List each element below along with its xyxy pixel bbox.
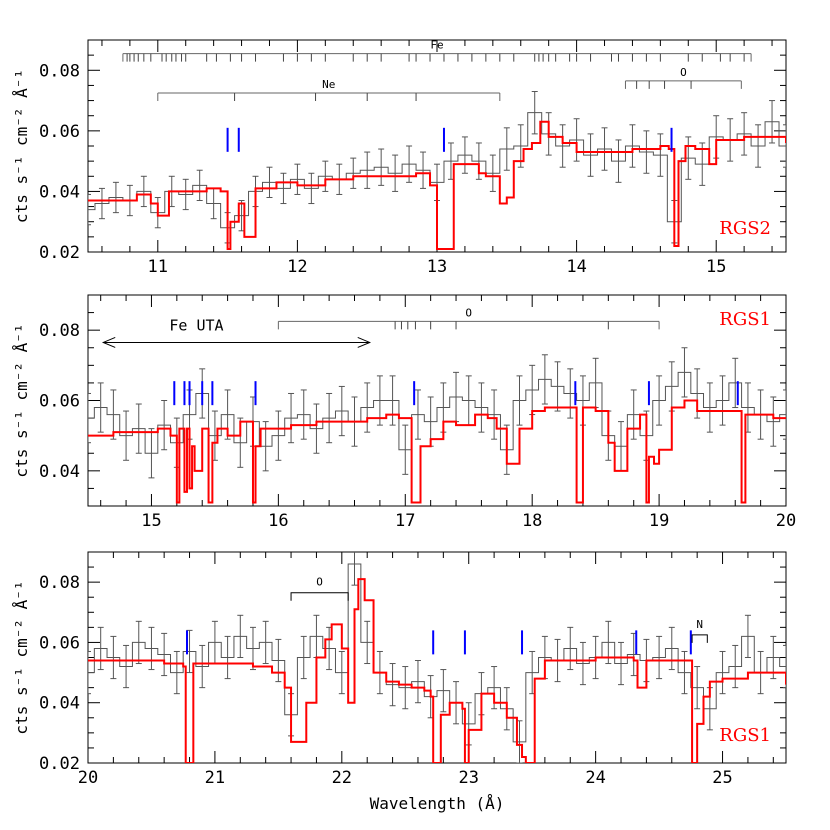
range-label: Ne bbox=[322, 78, 335, 91]
x-tick-label: 21 bbox=[205, 768, 225, 788]
x-tick-label: 17 bbox=[395, 511, 415, 531]
plot-area: ON bbox=[88, 552, 786, 763]
plot-area: Fe Ne O bbox=[88, 39, 786, 250]
model-curve bbox=[88, 578, 786, 763]
y-tick-label: 0.08 bbox=[39, 61, 80, 81]
detector-label: RGS2 bbox=[719, 218, 771, 239]
x-tick-label: 23 bbox=[458, 768, 478, 788]
y-axis-label: cts s⁻¹ cm⁻² Å⁻¹ bbox=[12, 580, 31, 734]
y-tick-label: 0.04 bbox=[39, 694, 80, 714]
y-tick-label: 0.06 bbox=[39, 392, 80, 412]
arrow-label: Fe UTA bbox=[169, 316, 223, 334]
panel-middle: 15 16 17 18 19 20 0.04 0.06 0.08 cts s⁻¹ cm⁻² Å⁻¹… bbox=[12, 294, 796, 531]
panel-bottom: 20 21 22 23 24 25 0.02 0.04 0.06 0.08 cts s⁻¹ cm⁻²… bbox=[12, 551, 787, 813]
x-tick-label: 19 bbox=[649, 511, 669, 531]
range-label: O bbox=[465, 306, 472, 319]
y-tick-label: 0.02 bbox=[39, 754, 80, 774]
data-histogram bbox=[88, 371, 786, 454]
range-label: Fe bbox=[430, 39, 443, 52]
y-tick-label: 0.04 bbox=[39, 462, 80, 482]
range-label: O bbox=[680, 66, 687, 79]
x-tick-label: 11 bbox=[148, 257, 168, 277]
x-tick-label: 22 bbox=[332, 768, 352, 788]
bracket bbox=[290, 592, 349, 601]
model-curve bbox=[88, 399, 786, 504]
x-tick-label: 25 bbox=[712, 768, 732, 788]
bracket-label: O bbox=[316, 576, 323, 589]
x-tick-label: 15 bbox=[706, 257, 726, 277]
x-tick-label: 24 bbox=[585, 768, 605, 788]
y-tick-label: 0.02 bbox=[39, 243, 80, 263]
y-tick-label: 0.04 bbox=[39, 182, 80, 202]
x-tick-label: 12 bbox=[287, 257, 307, 277]
y-tick-label: 0.06 bbox=[39, 122, 80, 142]
y-tick-label: 0.08 bbox=[39, 573, 80, 593]
x-tick-label: 20 bbox=[776, 511, 796, 531]
arrow-head-left bbox=[101, 337, 116, 348]
x-tick-label: 15 bbox=[141, 511, 161, 531]
plot-area: O Fe UTA bbox=[88, 306, 786, 504]
x-tick-label: 18 bbox=[522, 511, 542, 531]
x-tick-label: 14 bbox=[566, 257, 586, 277]
x-axis-label: Wavelength (Å) bbox=[370, 794, 505, 813]
detector-label: RGS1 bbox=[719, 309, 771, 330]
bracket bbox=[691, 634, 708, 643]
detector-label: RGS1 bbox=[719, 725, 771, 746]
panel-top: 11 12 13 14 15 0.02 0.04 0.06 0.08 cts s⁻¹ cm⁻² Å… bbox=[12, 39, 787, 277]
bracket-label: N bbox=[696, 618, 703, 631]
arrow-head-right bbox=[357, 337, 372, 348]
y-tick-label: 0.08 bbox=[39, 321, 80, 341]
x-tick-label: 13 bbox=[427, 257, 447, 277]
x-tick-label: 20 bbox=[78, 768, 98, 788]
data-histogram bbox=[88, 112, 786, 229]
y-tick-label: 0.06 bbox=[39, 633, 80, 653]
y-axis-label: cts s⁻¹ cm⁻² Å⁻¹ bbox=[12, 69, 31, 223]
model-curve bbox=[88, 120, 786, 250]
data-histogram bbox=[88, 563, 786, 743]
y-axis-label: cts s⁻¹ cm⁻² Å⁻¹ bbox=[12, 323, 31, 477]
x-tick-label: 16 bbox=[268, 511, 288, 531]
